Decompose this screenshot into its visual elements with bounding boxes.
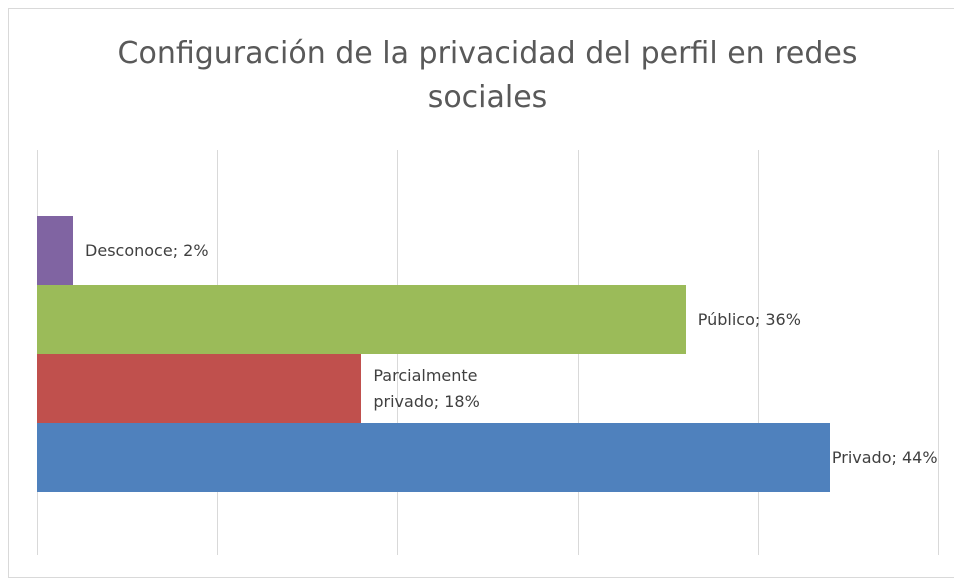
grid-line [757, 150, 759, 555]
bar [37, 216, 74, 285]
data-label: Parcialmente privado; 18% [373, 365, 480, 411]
grid-line [938, 150, 939, 555]
data-label: Público; 36% [697, 309, 801, 329]
data-label: Privado; 44% [831, 447, 938, 467]
chart-title: Configuración de la privacidad del perfi… [117, 36, 858, 115]
data-label: Desconoce; 2% [85, 240, 209, 260]
bar [37, 354, 362, 423]
chart-frame [8, 8, 954, 578]
bar [37, 285, 686, 354]
bar [37, 423, 830, 492]
